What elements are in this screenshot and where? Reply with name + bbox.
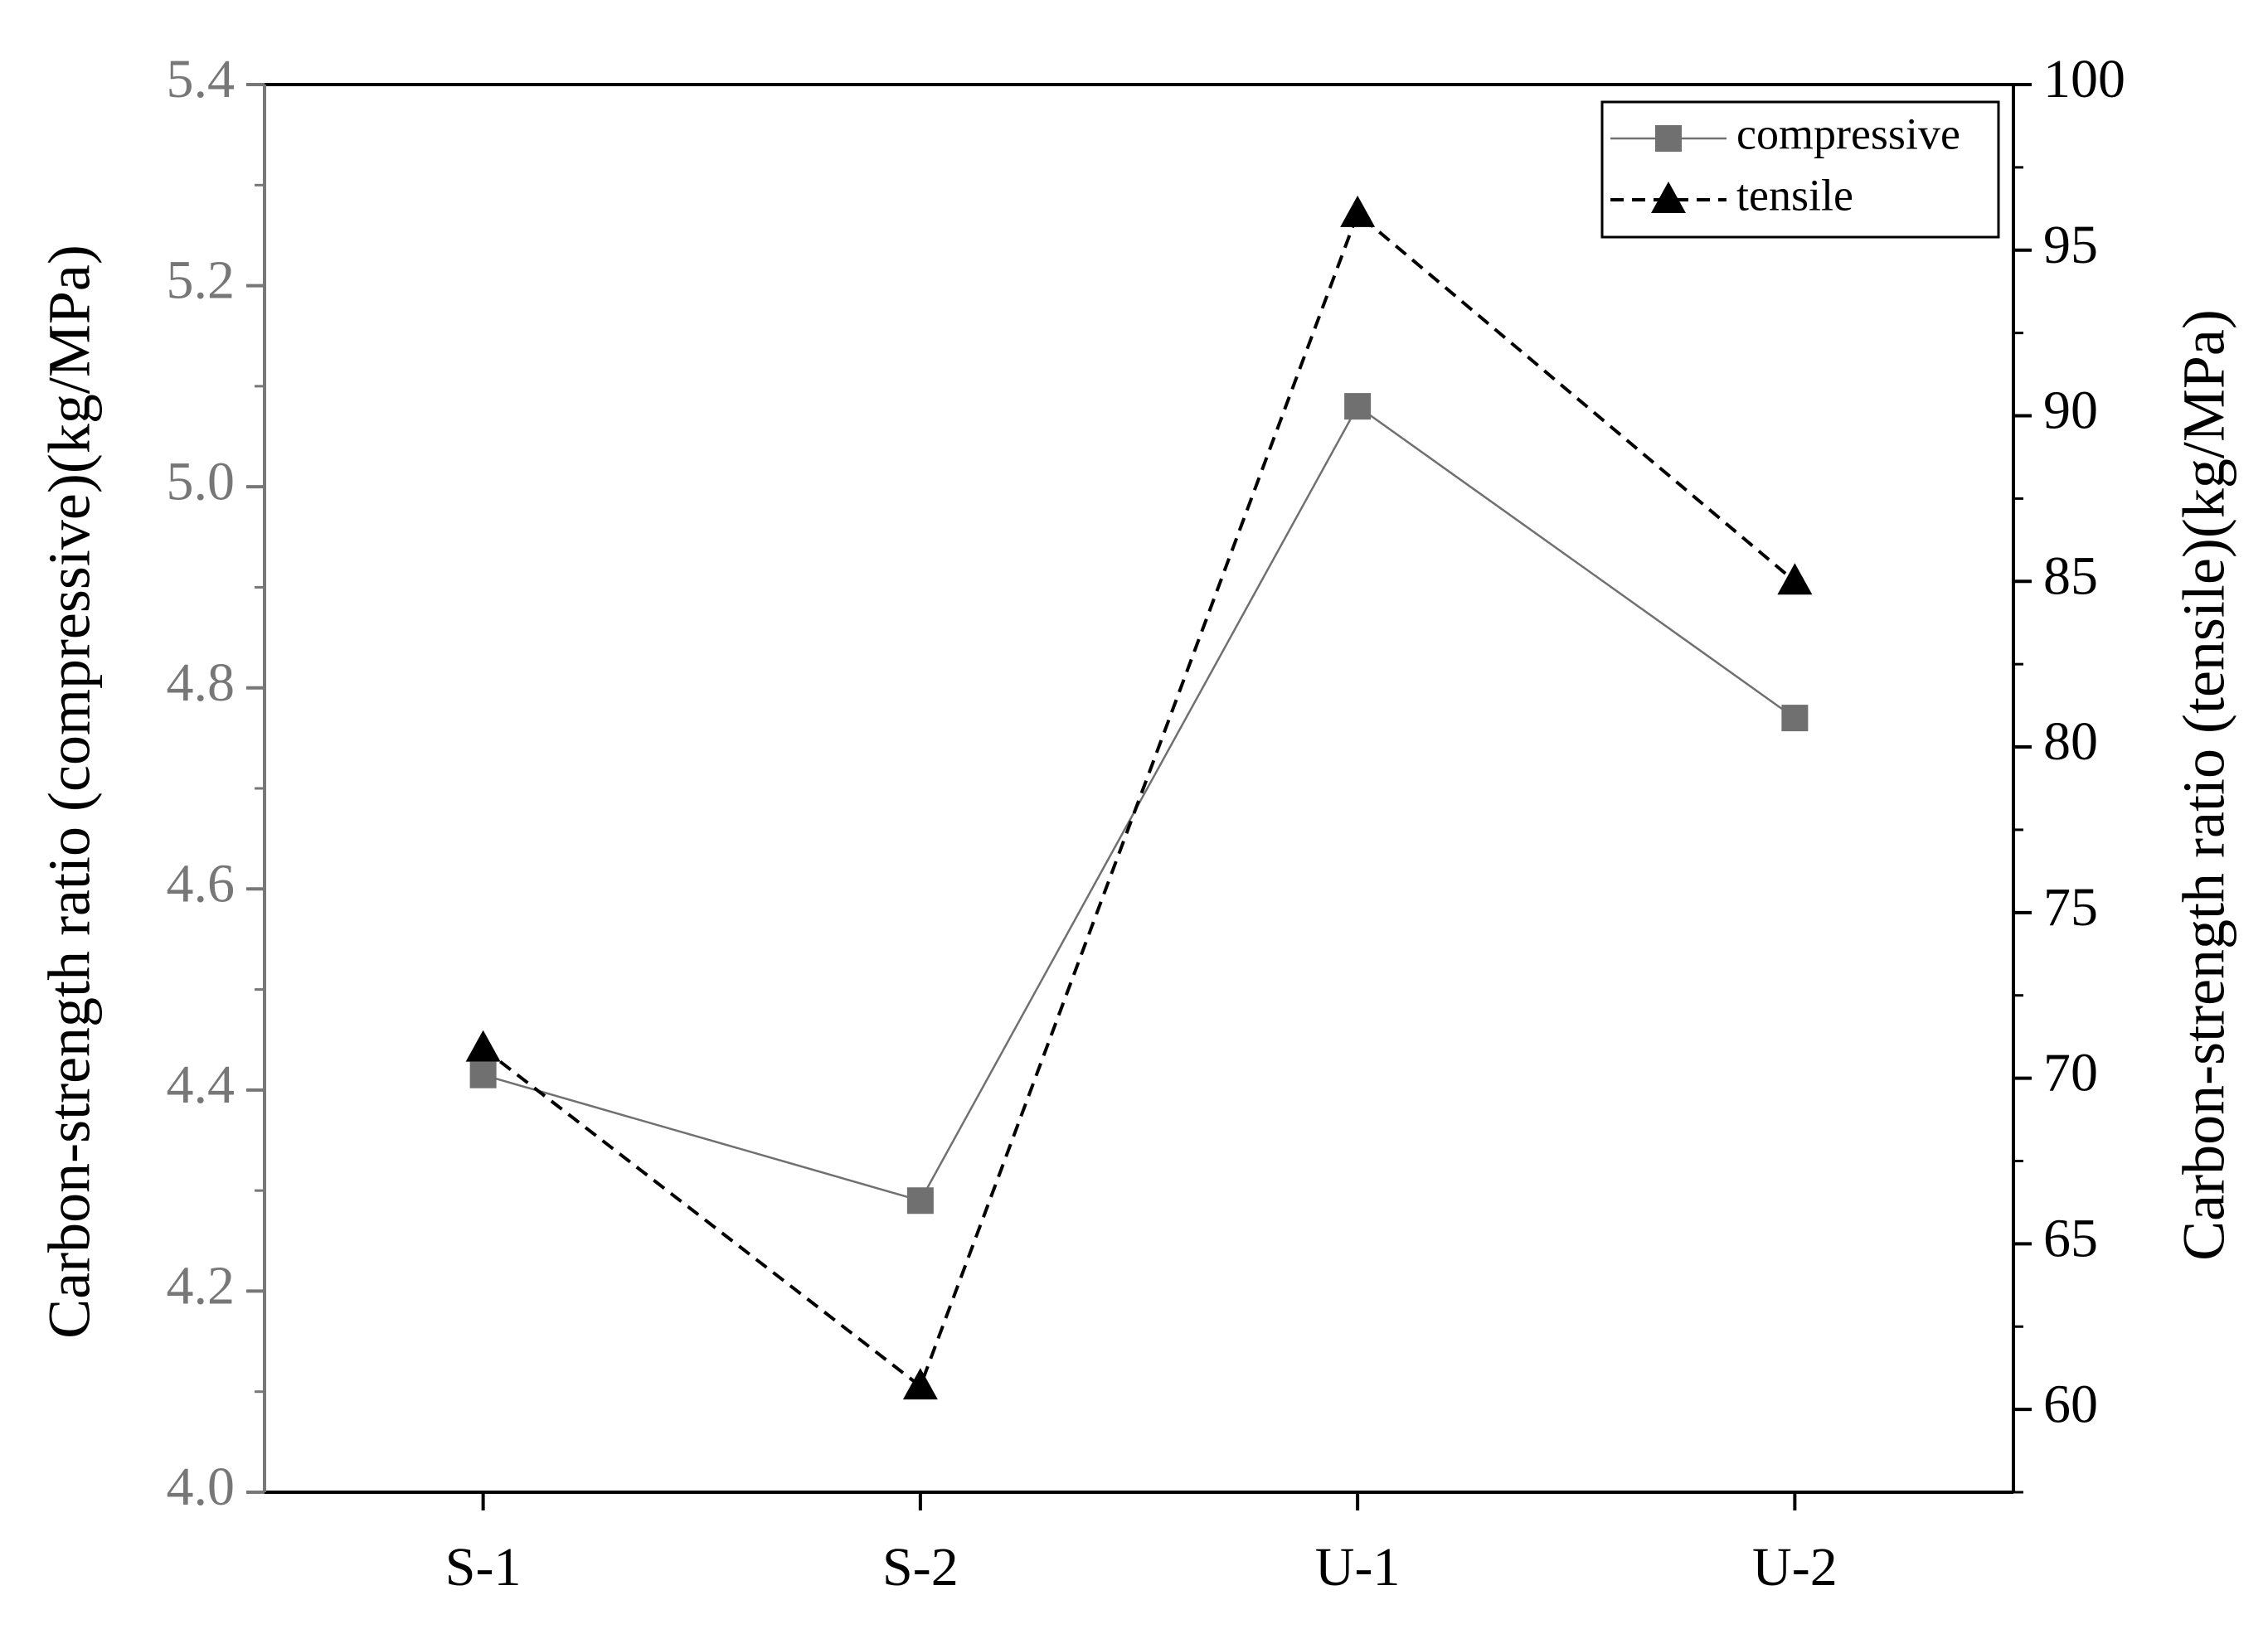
- data-point: [469, 1061, 497, 1088]
- y-tick-label: 4.4: [167, 1054, 236, 1115]
- y-tick-label: 4.0: [167, 1457, 236, 1517]
- data-point: [906, 1187, 934, 1214]
- y-tick-label: 5.2: [167, 250, 236, 311]
- legend-label: tensile: [1736, 170, 1853, 220]
- y2-tick-label: 85: [2043, 545, 2098, 606]
- y2-tick-label: 100: [2043, 49, 2125, 109]
- y2-axis-title: Carbon-strength ratio (tensile)(kg/MPa): [2171, 309, 2237, 1261]
- y2-tick-label: 70: [2043, 1043, 2098, 1103]
- legend-box: [1600, 100, 2000, 239]
- legend-marker: [1655, 125, 1682, 152]
- x-tick-label: U-2: [1752, 1537, 1838, 1597]
- data-point: [1344, 393, 1372, 420]
- y2-tick-label: 65: [2043, 1208, 2098, 1268]
- x-tick-label: S-1: [445, 1537, 522, 1597]
- y2-tick-label: 75: [2043, 877, 2098, 938]
- y-tick-label: 4.2: [167, 1256, 236, 1316]
- y2-tick-label: 80: [2043, 711, 2098, 772]
- series-line: [482, 211, 1796, 1389]
- y2-tick-label: 95: [2043, 215, 2098, 275]
- y2-tick-label: 90: [2043, 381, 2098, 441]
- y-tick-label: 5.0: [167, 451, 236, 511]
- legend-marker: [1651, 182, 1686, 213]
- data-point: [1340, 195, 1376, 227]
- y-tick-label: 4.6: [167, 853, 236, 914]
- data-point: [1777, 563, 1813, 595]
- y-tick-label: 4.8: [167, 652, 236, 713]
- y2-tick-label: 60: [2043, 1374, 2098, 1434]
- data-point: [1781, 705, 1809, 732]
- y-tick-label: 5.4: [167, 49, 236, 109]
- x-tick-label: U-1: [1315, 1537, 1401, 1597]
- data-point: [465, 1030, 501, 1062]
- legend-label: compressive: [1736, 109, 1960, 158]
- y-axis-title: Carbon-strength ratio (compressive)(kg/M…: [36, 245, 103, 1339]
- data-point: [902, 1368, 938, 1400]
- x-tick-label: S-2: [882, 1537, 959, 1597]
